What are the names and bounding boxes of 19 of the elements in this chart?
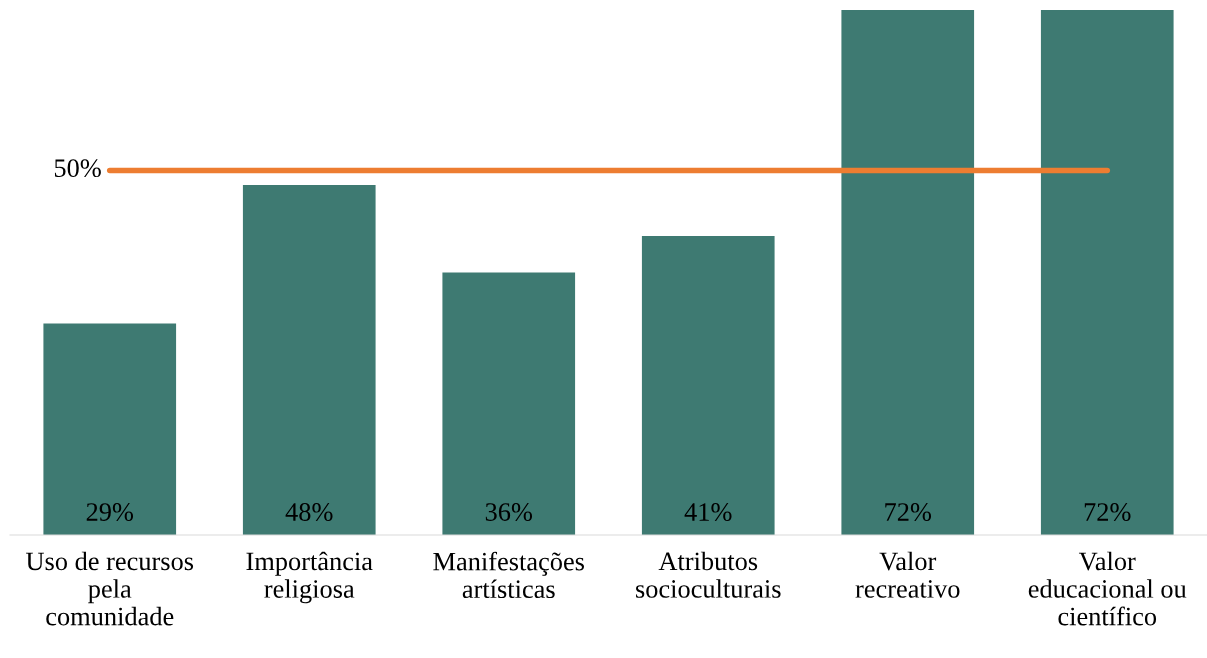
x-tick-label: Atributos socioculturais xyxy=(636,551,781,598)
bar xyxy=(1040,10,1174,535)
bar xyxy=(242,185,376,535)
ref-line-label: 50% xyxy=(54,159,101,178)
bar xyxy=(442,272,576,535)
x-tick-label: Valor educacional ou científico xyxy=(1028,551,1187,626)
bar xyxy=(641,236,775,535)
x-tick-label: Uso de recursos pela comunidade xyxy=(26,551,194,626)
bar xyxy=(43,323,177,535)
x-tick-label: Manifestações artísticas xyxy=(433,551,584,599)
x-tick-label: Importância religiosa xyxy=(246,551,373,604)
data-label: 29% xyxy=(86,503,134,521)
data-label: 48% xyxy=(285,503,333,521)
data-label: 41% xyxy=(684,503,732,521)
data-label: 72% xyxy=(1084,503,1131,521)
data-label: 72% xyxy=(885,503,932,521)
data-label: 36% xyxy=(485,503,533,521)
bar xyxy=(841,10,975,535)
x-tick-label: Valor recreativo xyxy=(855,551,960,598)
